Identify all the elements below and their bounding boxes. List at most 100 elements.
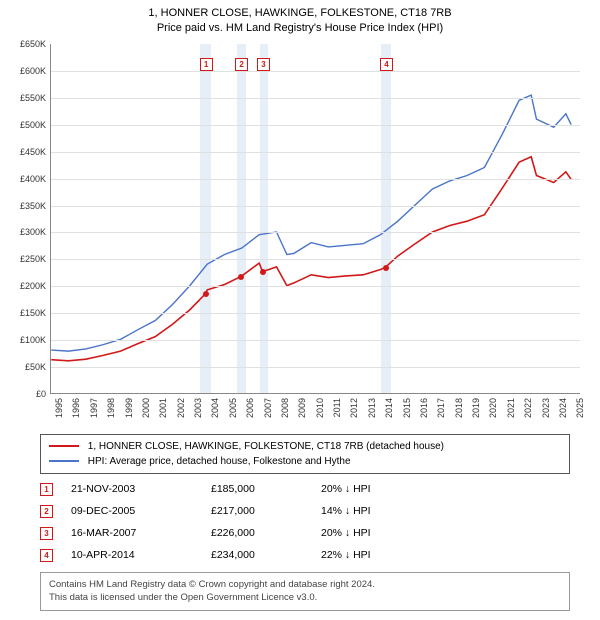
sales-row: 1 21-NOV-2003£185,00020% ↓ HPI bbox=[40, 478, 421, 500]
y-axis-label: £100K bbox=[20, 335, 46, 345]
x-axis-label: 2000 bbox=[141, 398, 151, 418]
legend-swatch-hpi bbox=[49, 460, 79, 462]
sale-point bbox=[260, 269, 266, 275]
y-axis-label: £650K bbox=[20, 39, 46, 49]
y-axis-label: £250K bbox=[20, 254, 46, 264]
x-axis-label: 2012 bbox=[349, 398, 359, 418]
gridline bbox=[51, 313, 580, 314]
gridline bbox=[51, 71, 580, 72]
x-axis-label: 2008 bbox=[280, 398, 290, 418]
sale-marker: 1 bbox=[200, 58, 213, 71]
y-axis-label: £600K bbox=[20, 66, 46, 76]
x-axis-label: 1995 bbox=[54, 398, 64, 418]
x-axis-label: 2006 bbox=[245, 398, 255, 418]
gridline bbox=[51, 367, 580, 368]
gridline bbox=[51, 232, 580, 233]
sales-row: 4 10-APR-2014£234,00022% ↓ HPI bbox=[40, 544, 421, 566]
title-line-2: Price paid vs. HM Land Registry's House … bbox=[0, 21, 600, 36]
x-axis-label: 2025 bbox=[575, 398, 585, 418]
x-axis-label: 1997 bbox=[89, 398, 99, 418]
y-axis-label: £150K bbox=[20, 308, 46, 318]
x-axis-label: 2015 bbox=[402, 398, 412, 418]
x-axis-label: 1996 bbox=[71, 398, 81, 418]
x-axis-label: 2022 bbox=[523, 398, 533, 418]
y-axis-label: £400K bbox=[20, 174, 46, 184]
sale-marker: 2 bbox=[235, 58, 248, 71]
sale-marker: 4 bbox=[380, 58, 393, 71]
x-axis-label: 2016 bbox=[419, 398, 429, 418]
x-axis-label: 2005 bbox=[228, 398, 238, 418]
sale-date: 10-APR-2014 bbox=[71, 549, 211, 561]
sale-hpi-delta: 20% ↓ HPI bbox=[321, 483, 421, 495]
sale-date: 09-DEC-2005 bbox=[71, 505, 211, 517]
gridline bbox=[51, 125, 580, 126]
sale-date: 21-NOV-2003 bbox=[71, 483, 211, 495]
x-axis-label: 2002 bbox=[176, 398, 186, 418]
sale-marker: 3 bbox=[257, 58, 270, 71]
legend-label-hpi: HPI: Average price, detached house, Folk… bbox=[88, 456, 351, 467]
x-axis-label: 2003 bbox=[193, 398, 203, 418]
sales-row: 3 16-MAR-2007£226,00020% ↓ HPI bbox=[40, 522, 421, 544]
gridline bbox=[51, 340, 580, 341]
x-axis-label: 2021 bbox=[506, 398, 516, 418]
y-axis-label: £300K bbox=[20, 227, 46, 237]
price-chart: £0£50K£100K£150K£200K£250K£300K£350K£400… bbox=[50, 44, 580, 394]
legend-label-property: 1, HONNER CLOSE, HAWKINGE, FOLKESTONE, C… bbox=[88, 441, 444, 452]
x-axis-label: 2010 bbox=[315, 398, 325, 418]
x-axis-label: 2014 bbox=[384, 398, 394, 418]
gridline bbox=[51, 259, 580, 260]
x-axis-label: 2011 bbox=[332, 398, 342, 417]
x-axis-label: 2004 bbox=[210, 398, 220, 418]
legend-item-property: 1, HONNER CLOSE, HAWKINGE, FOLKESTONE, C… bbox=[49, 439, 561, 454]
sale-marker: 3 bbox=[40, 527, 53, 540]
gridline bbox=[51, 152, 580, 153]
sale-price: £185,000 bbox=[211, 483, 321, 495]
y-axis-label: £500K bbox=[20, 120, 46, 130]
x-axis-label: 2018 bbox=[454, 398, 464, 418]
sale-marker: 2 bbox=[40, 505, 53, 518]
x-axis-label: 2009 bbox=[297, 398, 307, 418]
x-axis-label: 2017 bbox=[436, 398, 446, 418]
y-axis-label: £450K bbox=[20, 147, 46, 157]
legend-swatch-property bbox=[49, 445, 79, 447]
legend-item-hpi: HPI: Average price, detached house, Folk… bbox=[49, 454, 561, 469]
x-axis-label: 2024 bbox=[558, 398, 568, 418]
gridline bbox=[51, 206, 580, 207]
y-axis-label: £50K bbox=[25, 362, 46, 372]
sale-point bbox=[203, 291, 209, 297]
x-axis-label: 1999 bbox=[124, 398, 134, 418]
y-axis-label: £550K bbox=[20, 93, 46, 103]
gridline bbox=[51, 98, 580, 99]
title-line-1: 1, HONNER CLOSE, HAWKINGE, FOLKESTONE, C… bbox=[0, 6, 600, 21]
data-attribution: Contains HM Land Registry data © Crown c… bbox=[40, 572, 570, 611]
gridline bbox=[51, 179, 580, 180]
sale-hpi-delta: 22% ↓ HPI bbox=[321, 549, 421, 561]
y-axis-label: £350K bbox=[20, 201, 46, 211]
sale-point bbox=[238, 274, 244, 280]
sale-price: £234,000 bbox=[211, 549, 321, 561]
sale-hpi-delta: 14% ↓ HPI bbox=[321, 505, 421, 517]
gridline bbox=[51, 286, 580, 287]
chart-legend: 1, HONNER CLOSE, HAWKINGE, FOLKESTONE, C… bbox=[40, 434, 570, 474]
sale-price: £217,000 bbox=[211, 505, 321, 517]
x-axis-label: 2001 bbox=[158, 398, 168, 418]
sales-table: 121-NOV-2003£185,00020% ↓ HPI209-DEC-200… bbox=[40, 478, 421, 566]
x-axis-label: 1998 bbox=[106, 398, 116, 418]
sale-marker: 1 bbox=[40, 483, 53, 496]
x-axis-label: 2013 bbox=[367, 398, 377, 418]
footer-line-1: Contains HM Land Registry data © Crown c… bbox=[49, 578, 561, 591]
sale-hpi-delta: 20% ↓ HPI bbox=[321, 527, 421, 539]
x-axis-label: 2023 bbox=[541, 398, 551, 418]
sale-marker: 4 bbox=[40, 549, 53, 562]
y-axis-label: £0 bbox=[36, 389, 46, 399]
sales-row: 2 09-DEC-2005£217,00014% ↓ HPI bbox=[40, 500, 421, 522]
sale-price: £226,000 bbox=[211, 527, 321, 539]
sale-date: 16-MAR-2007 bbox=[71, 527, 211, 539]
x-axis-label: 2020 bbox=[488, 398, 498, 418]
footer-line-2: This data is licensed under the Open Gov… bbox=[49, 591, 561, 604]
sale-point bbox=[383, 265, 389, 271]
x-axis-label: 2019 bbox=[471, 398, 481, 418]
x-axis-label: 2007 bbox=[263, 398, 273, 418]
y-axis-label: £200K bbox=[20, 281, 46, 291]
chart-title-block: 1, HONNER CLOSE, HAWKINGE, FOLKESTONE, C… bbox=[0, 0, 600, 36]
